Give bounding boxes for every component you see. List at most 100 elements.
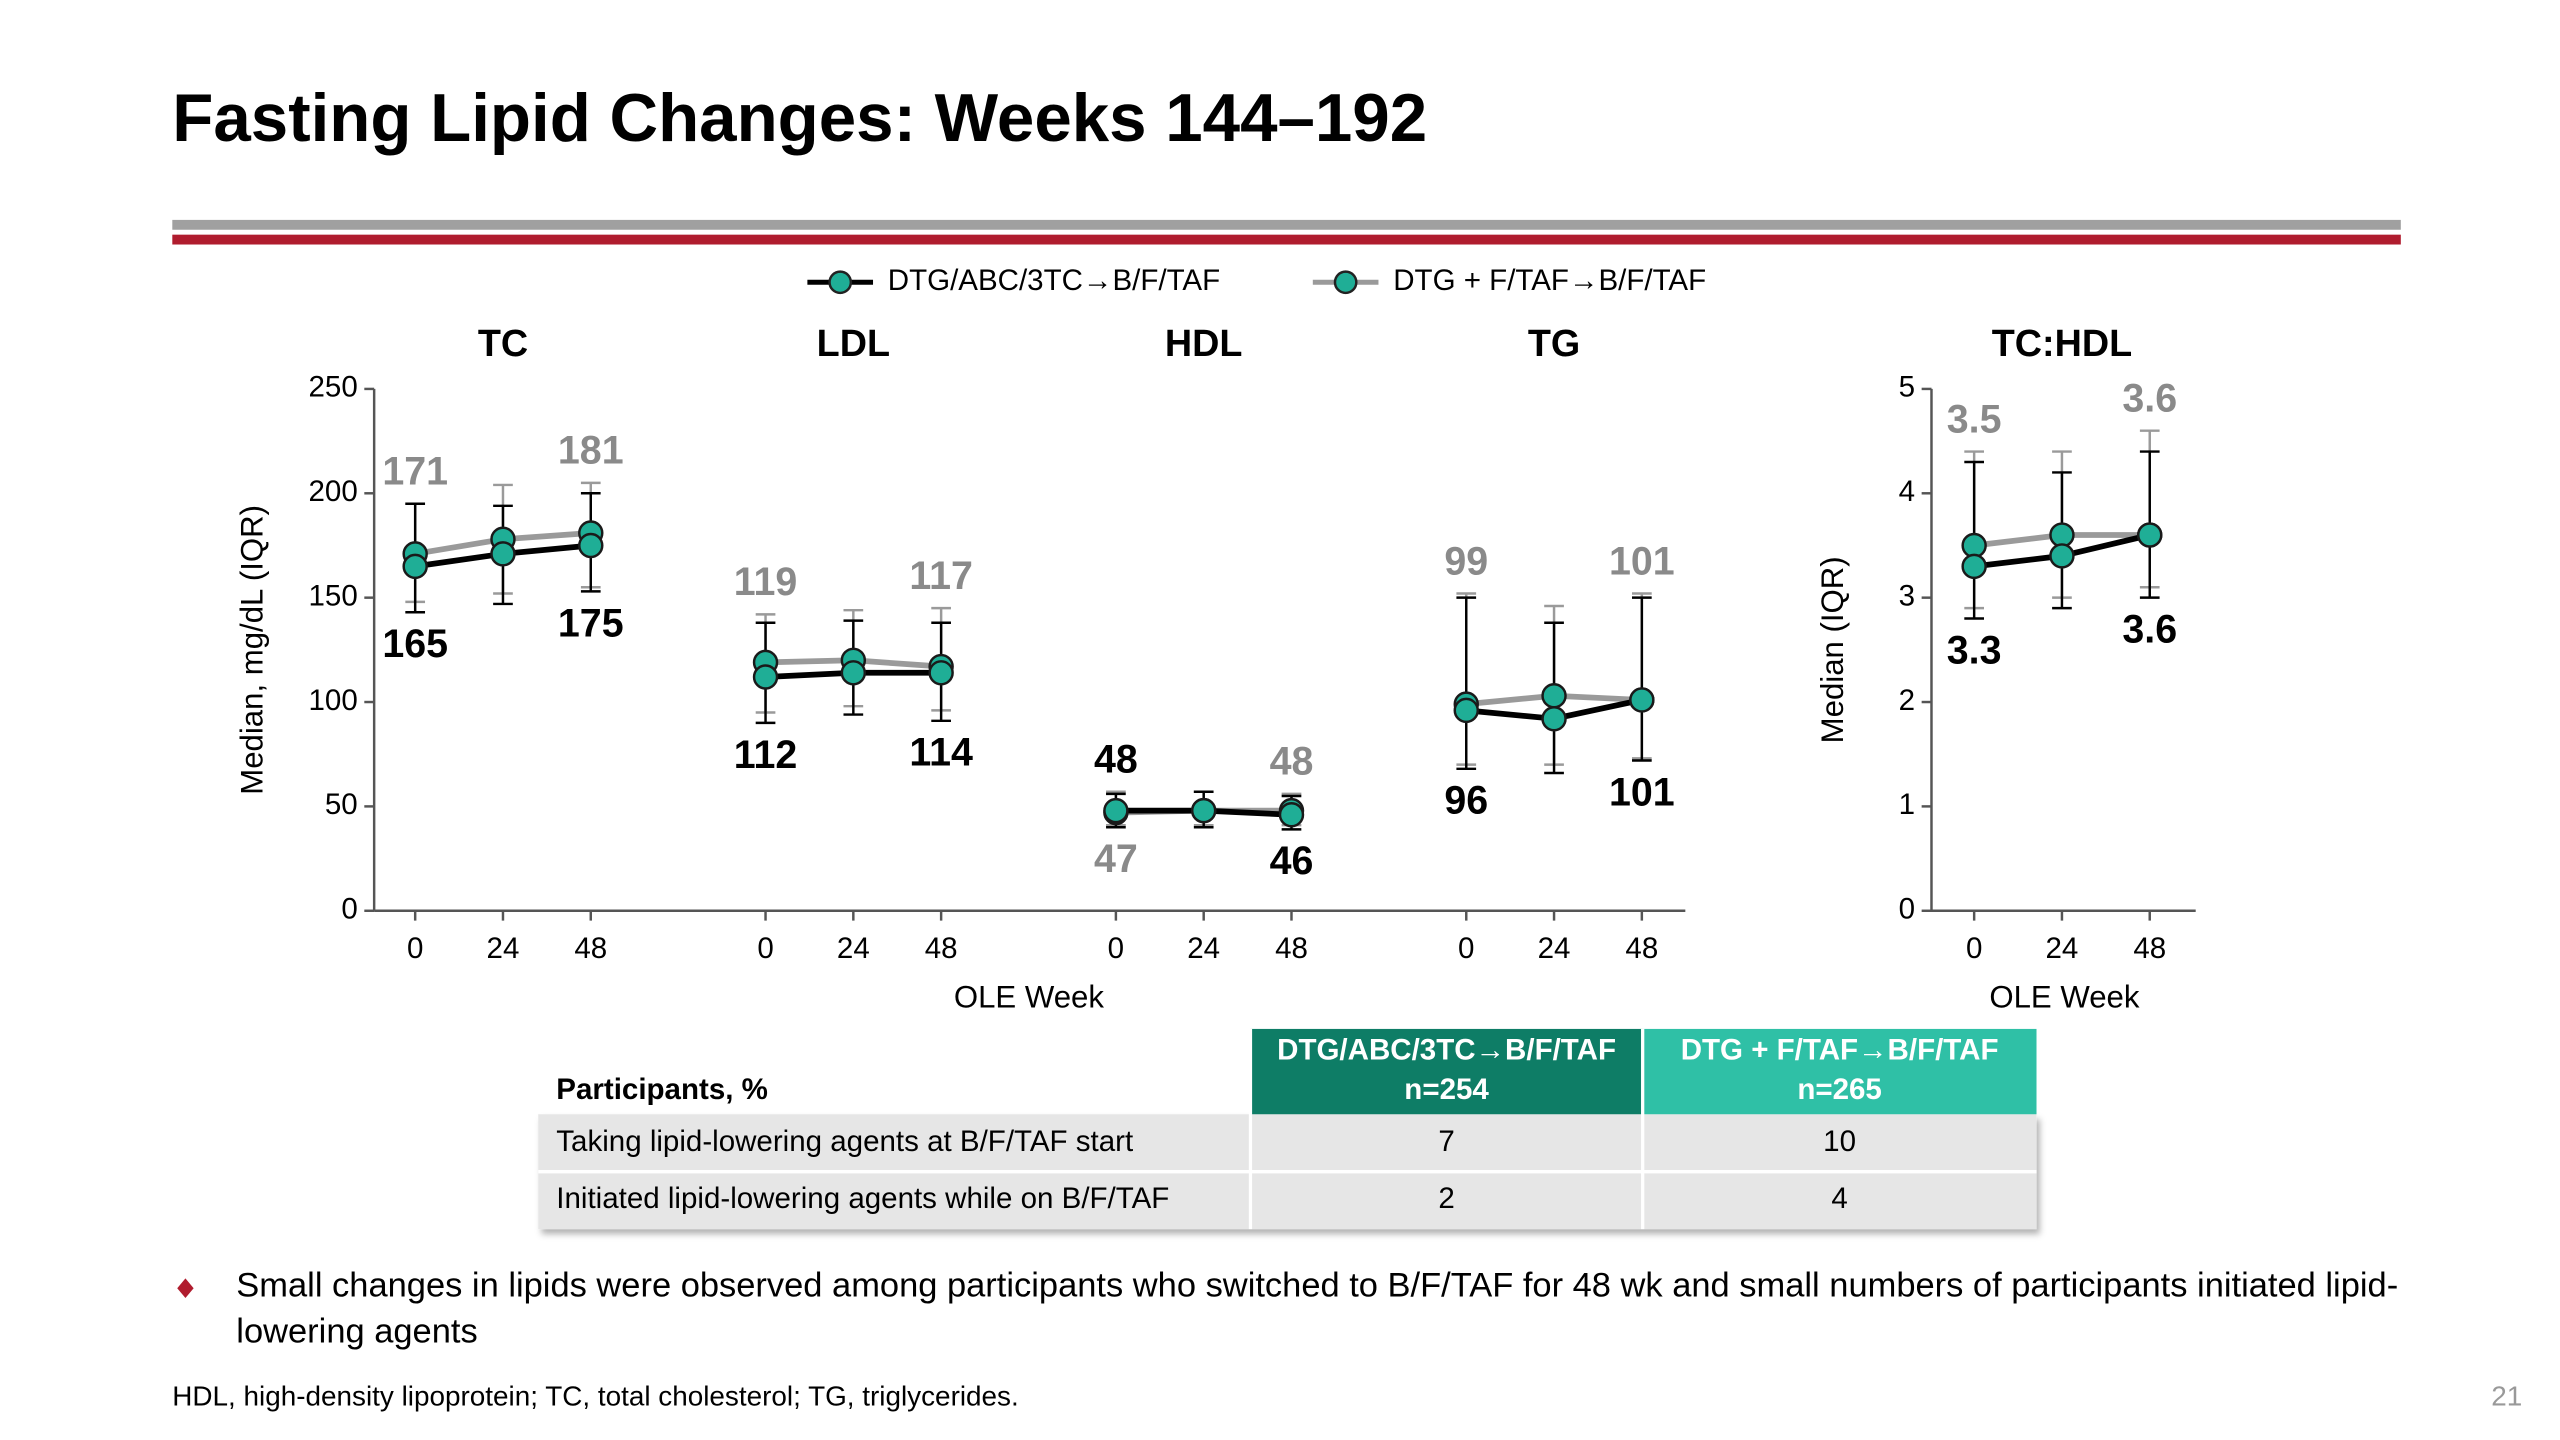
y-tick-label: 50	[325, 788, 358, 821]
x-axis-label: OLE Week	[954, 980, 1104, 1015]
data-label: 171	[382, 450, 448, 494]
page-number: 21	[2491, 1381, 2522, 1412]
data-label: 112	[734, 733, 798, 777]
cell-value: 10	[1823, 1125, 1856, 1158]
cell-value: 2	[1438, 1182, 1454, 1215]
y-axis-label: Median, mg/dL (IQR)	[235, 505, 270, 795]
data-label: 3.3	[1947, 628, 2002, 672]
column-n: n=254	[1404, 1073, 1489, 1106]
data-label: 114	[909, 731, 973, 775]
x-tick-label: 24	[1187, 932, 1220, 965]
data-label: 101	[1609, 539, 1675, 583]
data-label: 175	[558, 601, 624, 645]
x-tick-label: 48	[1275, 932, 1308, 965]
data-label: 48	[1270, 740, 1314, 784]
y-tick-label: 200	[308, 475, 357, 508]
legend-marker	[1333, 270, 1358, 295]
data-label: 119	[734, 560, 798, 604]
y-tick-label: 0	[341, 893, 357, 926]
x-tick-label: 0	[757, 932, 773, 965]
data-label: 165	[382, 622, 448, 666]
column-header: DTG + F/TAF→B/F/TAF	[1681, 1034, 1999, 1067]
y-tick-label: 2	[1899, 684, 1915, 717]
x-tick-label: 0	[1458, 932, 1474, 965]
slide-title: Fasting Lipid Changes: Weeks 144–192	[172, 81, 1427, 156]
marker	[578, 532, 604, 559]
data-label: 181	[558, 429, 624, 473]
legend-label: DTG/ABC/3TC→B/F/TAF	[888, 264, 1220, 297]
panel-title: TC:HDL	[1992, 322, 2132, 364]
bullet-box: Small changes in lipids were observed am…	[236, 1266, 2399, 1351]
x-tick-label: 24	[837, 932, 870, 965]
marker	[1961, 532, 1987, 559]
cell-value: 4	[1831, 1182, 1847, 1215]
marker	[490, 541, 516, 567]
x-tick-label: 48	[574, 932, 607, 965]
y-tick-label: 0	[1899, 893, 1915, 926]
column-header: DTG/ABC/3TC→B/F/TAF	[1277, 1034, 1616, 1067]
x-tick-label: 48	[925, 932, 958, 965]
data-label: 46	[1270, 839, 1314, 883]
marker	[1961, 553, 1987, 580]
rule-gray	[172, 219, 2401, 230]
x-tick-label: 48	[1625, 932, 1658, 965]
x-tick-label: 24	[2046, 932, 2079, 965]
x-tick-label: 24	[487, 932, 520, 965]
marker	[1541, 683, 1567, 709]
x-tick-label: 0	[407, 932, 423, 965]
table-header: Participants, %	[556, 1073, 768, 1106]
y-tick-label: 3	[1899, 579, 1915, 612]
bullet-marker	[177, 1278, 194, 1299]
data-label: 3.5	[1947, 397, 2002, 441]
marker	[1629, 687, 1655, 713]
legend-marker	[828, 270, 853, 295]
marker	[2049, 543, 2075, 569]
marker	[1453, 697, 1479, 724]
row-label: Taking lipid-lowering agents at B/F/TAF …	[556, 1125, 1133, 1158]
column-header-bg	[1250, 1028, 1643, 1115]
x-axis-label: OLE Week	[1989, 980, 2139, 1015]
x-tick-label: 24	[1538, 932, 1571, 965]
error-bar	[1632, 596, 1652, 762]
data-label: 117	[909, 554, 973, 598]
data-label: 99	[1444, 539, 1488, 583]
error-bar	[1456, 596, 1477, 771]
rule-red	[172, 234, 2401, 245]
marker	[840, 660, 867, 686]
y-tick-label: 250	[308, 371, 357, 404]
data-label: 101	[1609, 770, 1675, 814]
data-label: 96	[1444, 779, 1488, 823]
marker	[1278, 802, 1305, 828]
data-label: 3.6	[2122, 377, 2177, 421]
data-label: 3.6	[2122, 608, 2177, 652]
x-tick-label: 0	[1966, 932, 1982, 965]
panel-title: LDL	[817, 322, 890, 364]
data-label: 48	[1094, 738, 1138, 782]
column-n: n=265	[1797, 1073, 1882, 1106]
panel-title: TG	[1528, 322, 1580, 364]
marker	[752, 664, 779, 690]
column-header-bg	[1642, 1028, 2037, 1115]
marker	[402, 553, 428, 580]
marker	[1103, 797, 1129, 824]
row-label: Initiated lipid-lowering agents while on…	[556, 1182, 1169, 1215]
cell-value: 7	[1438, 1125, 1454, 1158]
marker	[1190, 797, 1217, 824]
marker	[2137, 522, 2163, 548]
panel-title: TC	[478, 322, 528, 364]
marker	[1541, 706, 1567, 732]
x-tick-label: 0	[1108, 932, 1124, 965]
data-label: 47	[1094, 837, 1138, 881]
y-axis-label: Median (IQR)	[1815, 556, 1850, 743]
y-tick-label: 1	[1899, 788, 1915, 821]
bullet-text: Small changes in lipids were observed am…	[236, 1266, 2399, 1351]
y-tick-label: 4	[1899, 475, 1915, 508]
table: Participants, % DTG/ABC/3TC→B/F/TAF n=254 D…	[538, 1028, 2037, 1230]
marker	[2049, 522, 2075, 548]
panel-title: HDL	[1165, 322, 1243, 364]
y-tick-label: 5	[1899, 371, 1915, 404]
x-tick-label: 48	[2133, 932, 2166, 965]
y-tick-label: 150	[308, 579, 357, 612]
